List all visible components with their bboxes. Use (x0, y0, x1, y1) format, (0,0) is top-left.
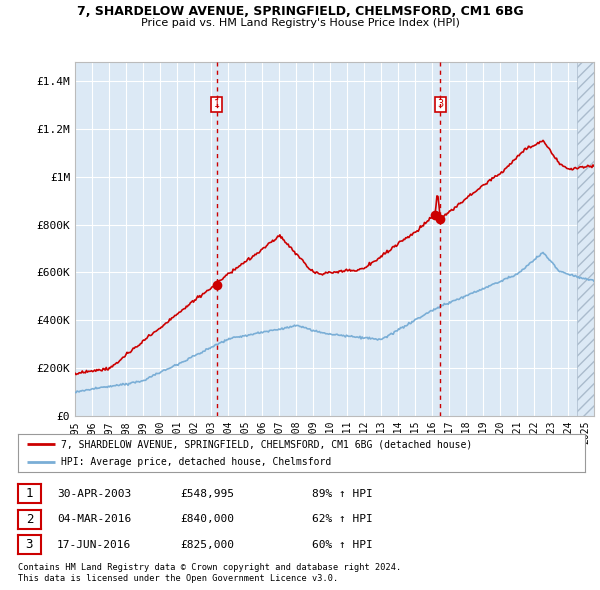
Text: Contains HM Land Registry data © Crown copyright and database right 2024.: Contains HM Land Registry data © Crown c… (18, 563, 401, 572)
Text: Price paid vs. HM Land Registry's House Price Index (HPI): Price paid vs. HM Land Registry's House … (140, 18, 460, 28)
Text: £840,000: £840,000 (180, 514, 234, 524)
Bar (577, 62, 594, 416)
Text: 04-MAR-2016: 04-MAR-2016 (57, 514, 131, 524)
Text: 30-APR-2003: 30-APR-2003 (57, 489, 131, 499)
Text: 1: 1 (214, 100, 220, 109)
Text: 7, SHARDELOW AVENUE, SPRINGFIELD, CHELMSFORD, CM1 6BG: 7, SHARDELOW AVENUE, SPRINGFIELD, CHELMS… (77, 5, 523, 18)
Text: 2: 2 (26, 513, 33, 526)
Text: 1: 1 (26, 487, 33, 500)
Text: 3: 3 (26, 538, 33, 551)
Text: 17-JUN-2016: 17-JUN-2016 (57, 540, 131, 549)
Text: HPI: Average price, detached house, Chelmsford: HPI: Average price, detached house, Chel… (61, 457, 331, 467)
Text: 60% ↑ HPI: 60% ↑ HPI (312, 540, 373, 549)
Text: 3: 3 (437, 100, 443, 109)
Text: This data is licensed under the Open Government Licence v3.0.: This data is licensed under the Open Gov… (18, 574, 338, 583)
Text: 89% ↑ HPI: 89% ↑ HPI (312, 489, 373, 499)
Text: £548,995: £548,995 (180, 489, 234, 499)
Text: 7, SHARDELOW AVENUE, SPRINGFIELD, CHELMSFORD, CM1 6BG (detached house): 7, SHARDELOW AVENUE, SPRINGFIELD, CHELMS… (61, 439, 472, 449)
Text: £825,000: £825,000 (180, 540, 234, 549)
Text: 62% ↑ HPI: 62% ↑ HPI (312, 514, 373, 524)
